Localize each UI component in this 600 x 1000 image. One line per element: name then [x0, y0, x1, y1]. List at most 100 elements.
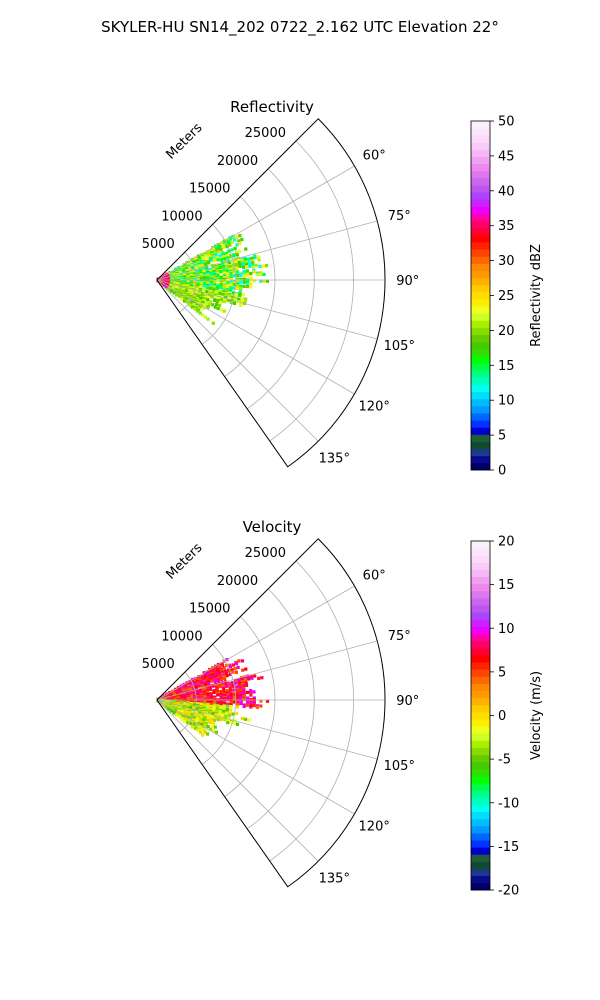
echo-gate	[241, 265, 246, 269]
radial-tick-label: 25000	[245, 546, 286, 561]
colorbar-segment	[471, 754, 490, 763]
echo-gate	[228, 237, 233, 241]
echo-gate	[222, 286, 226, 290]
echo-gate	[232, 301, 236, 305]
echo-gate	[250, 256, 254, 260]
range-ring	[224, 616, 276, 797]
echo-gate	[201, 733, 205, 737]
azimuth-tick-label: 120°	[359, 819, 390, 834]
reflectivity-echo-layer	[156, 234, 270, 325]
echo-gate	[235, 286, 239, 290]
echo-gate	[213, 249, 217, 253]
colorbar-segment	[471, 199, 490, 207]
echo-gate	[251, 265, 256, 269]
echo-gate	[208, 721, 212, 725]
colorbar-segment	[471, 576, 490, 585]
echo-gate	[238, 264, 242, 268]
echo-gate	[223, 279, 227, 283]
echo-gate	[235, 243, 239, 247]
echo-gate	[231, 264, 235, 268]
echo-gate	[213, 280, 217, 284]
echo-gate	[216, 704, 220, 708]
echo-gate	[210, 251, 214, 255]
colorbar-segment	[471, 334, 490, 343]
echo-gate	[237, 297, 241, 301]
echo-gate	[257, 258, 261, 262]
echo-gate	[182, 719, 186, 723]
echo-gate	[215, 685, 219, 689]
echo-gate	[219, 279, 223, 283]
echo-gate	[215, 674, 219, 678]
echo-gate	[249, 282, 253, 286]
echo-gate	[181, 715, 186, 719]
colorbar-tick-label: -15	[498, 840, 519, 855]
echo-gate	[213, 725, 217, 729]
colorbar-segment	[471, 156, 490, 165]
echo-gate	[230, 668, 234, 672]
echo-gate	[211, 721, 216, 725]
echo-gate	[207, 294, 211, 298]
colorbar-segment	[471, 740, 490, 748]
echo-gate	[215, 689, 219, 693]
echo-gate	[204, 683, 208, 687]
colorbar-segment	[471, 170, 490, 179]
echo-gate	[201, 306, 206, 310]
echo-gate	[188, 267, 192, 271]
echo-gate	[191, 267, 195, 271]
echo-gate	[261, 264, 265, 268]
echo-gate	[232, 274, 236, 278]
echo-gate	[231, 712, 235, 716]
echo-gate	[174, 288, 178, 292]
colorbar-segment	[471, 356, 490, 364]
azimuth-tick-label: 120°	[359, 399, 390, 414]
echo-gate	[183, 696, 187, 700]
radial-axis-title: Meters	[164, 540, 206, 582]
echo-gate	[197, 684, 201, 688]
colorbar-tick-label: 15	[498, 359, 515, 374]
echo-gate	[217, 672, 221, 676]
echo-gate	[219, 690, 223, 694]
echo-gate	[229, 705, 233, 709]
reflectivity-panel: Reflectivity 5000 10000 15000 20000 25000 Met…	[142, 98, 544, 479]
echo-gate	[212, 283, 217, 287]
echo-gate	[182, 704, 186, 708]
colorbar-segment	[471, 541, 490, 549]
echo-gate	[226, 275, 230, 279]
echo-gate	[159, 281, 163, 285]
echo-gate	[197, 265, 202, 269]
echo-gate	[191, 678, 195, 682]
echo-gate	[236, 703, 240, 707]
echo-gate	[210, 724, 214, 728]
echo-gate	[236, 284, 240, 288]
echo-gate	[184, 297, 188, 301]
echo-gate	[161, 283, 166, 287]
echo-gate	[249, 285, 253, 289]
colorbar-label: Reflectivity dBZ	[529, 244, 544, 347]
echo-gate	[203, 700, 207, 704]
echo-gate	[226, 718, 230, 722]
colorbar-segment	[471, 135, 490, 143]
echo-gate	[225, 289, 229, 293]
echo-gate	[211, 247, 215, 251]
echo-gate	[209, 279, 213, 283]
echo-gate	[221, 245, 226, 249]
echo-gate	[195, 270, 199, 274]
echo-gate	[223, 717, 227, 721]
echo-gate	[238, 683, 242, 687]
colorbar-segment	[471, 413, 490, 421]
echo-gate	[230, 241, 234, 245]
echo-gate	[213, 670, 217, 674]
colorbar-segment	[471, 206, 490, 214]
colorbar-segment	[471, 327, 490, 336]
colorbar-segment	[471, 683, 490, 691]
colorbar-segment	[471, 128, 490, 136]
colorbar-segment	[471, 370, 490, 378]
echo-gate	[213, 680, 217, 684]
echo-gate	[206, 298, 210, 302]
echo-gate	[189, 694, 193, 698]
echo-gate	[265, 699, 270, 703]
colorbar-tick-label: 45	[498, 149, 515, 164]
echo-gate	[196, 681, 200, 685]
echo-gate	[203, 315, 207, 319]
echo-gate	[229, 300, 233, 304]
